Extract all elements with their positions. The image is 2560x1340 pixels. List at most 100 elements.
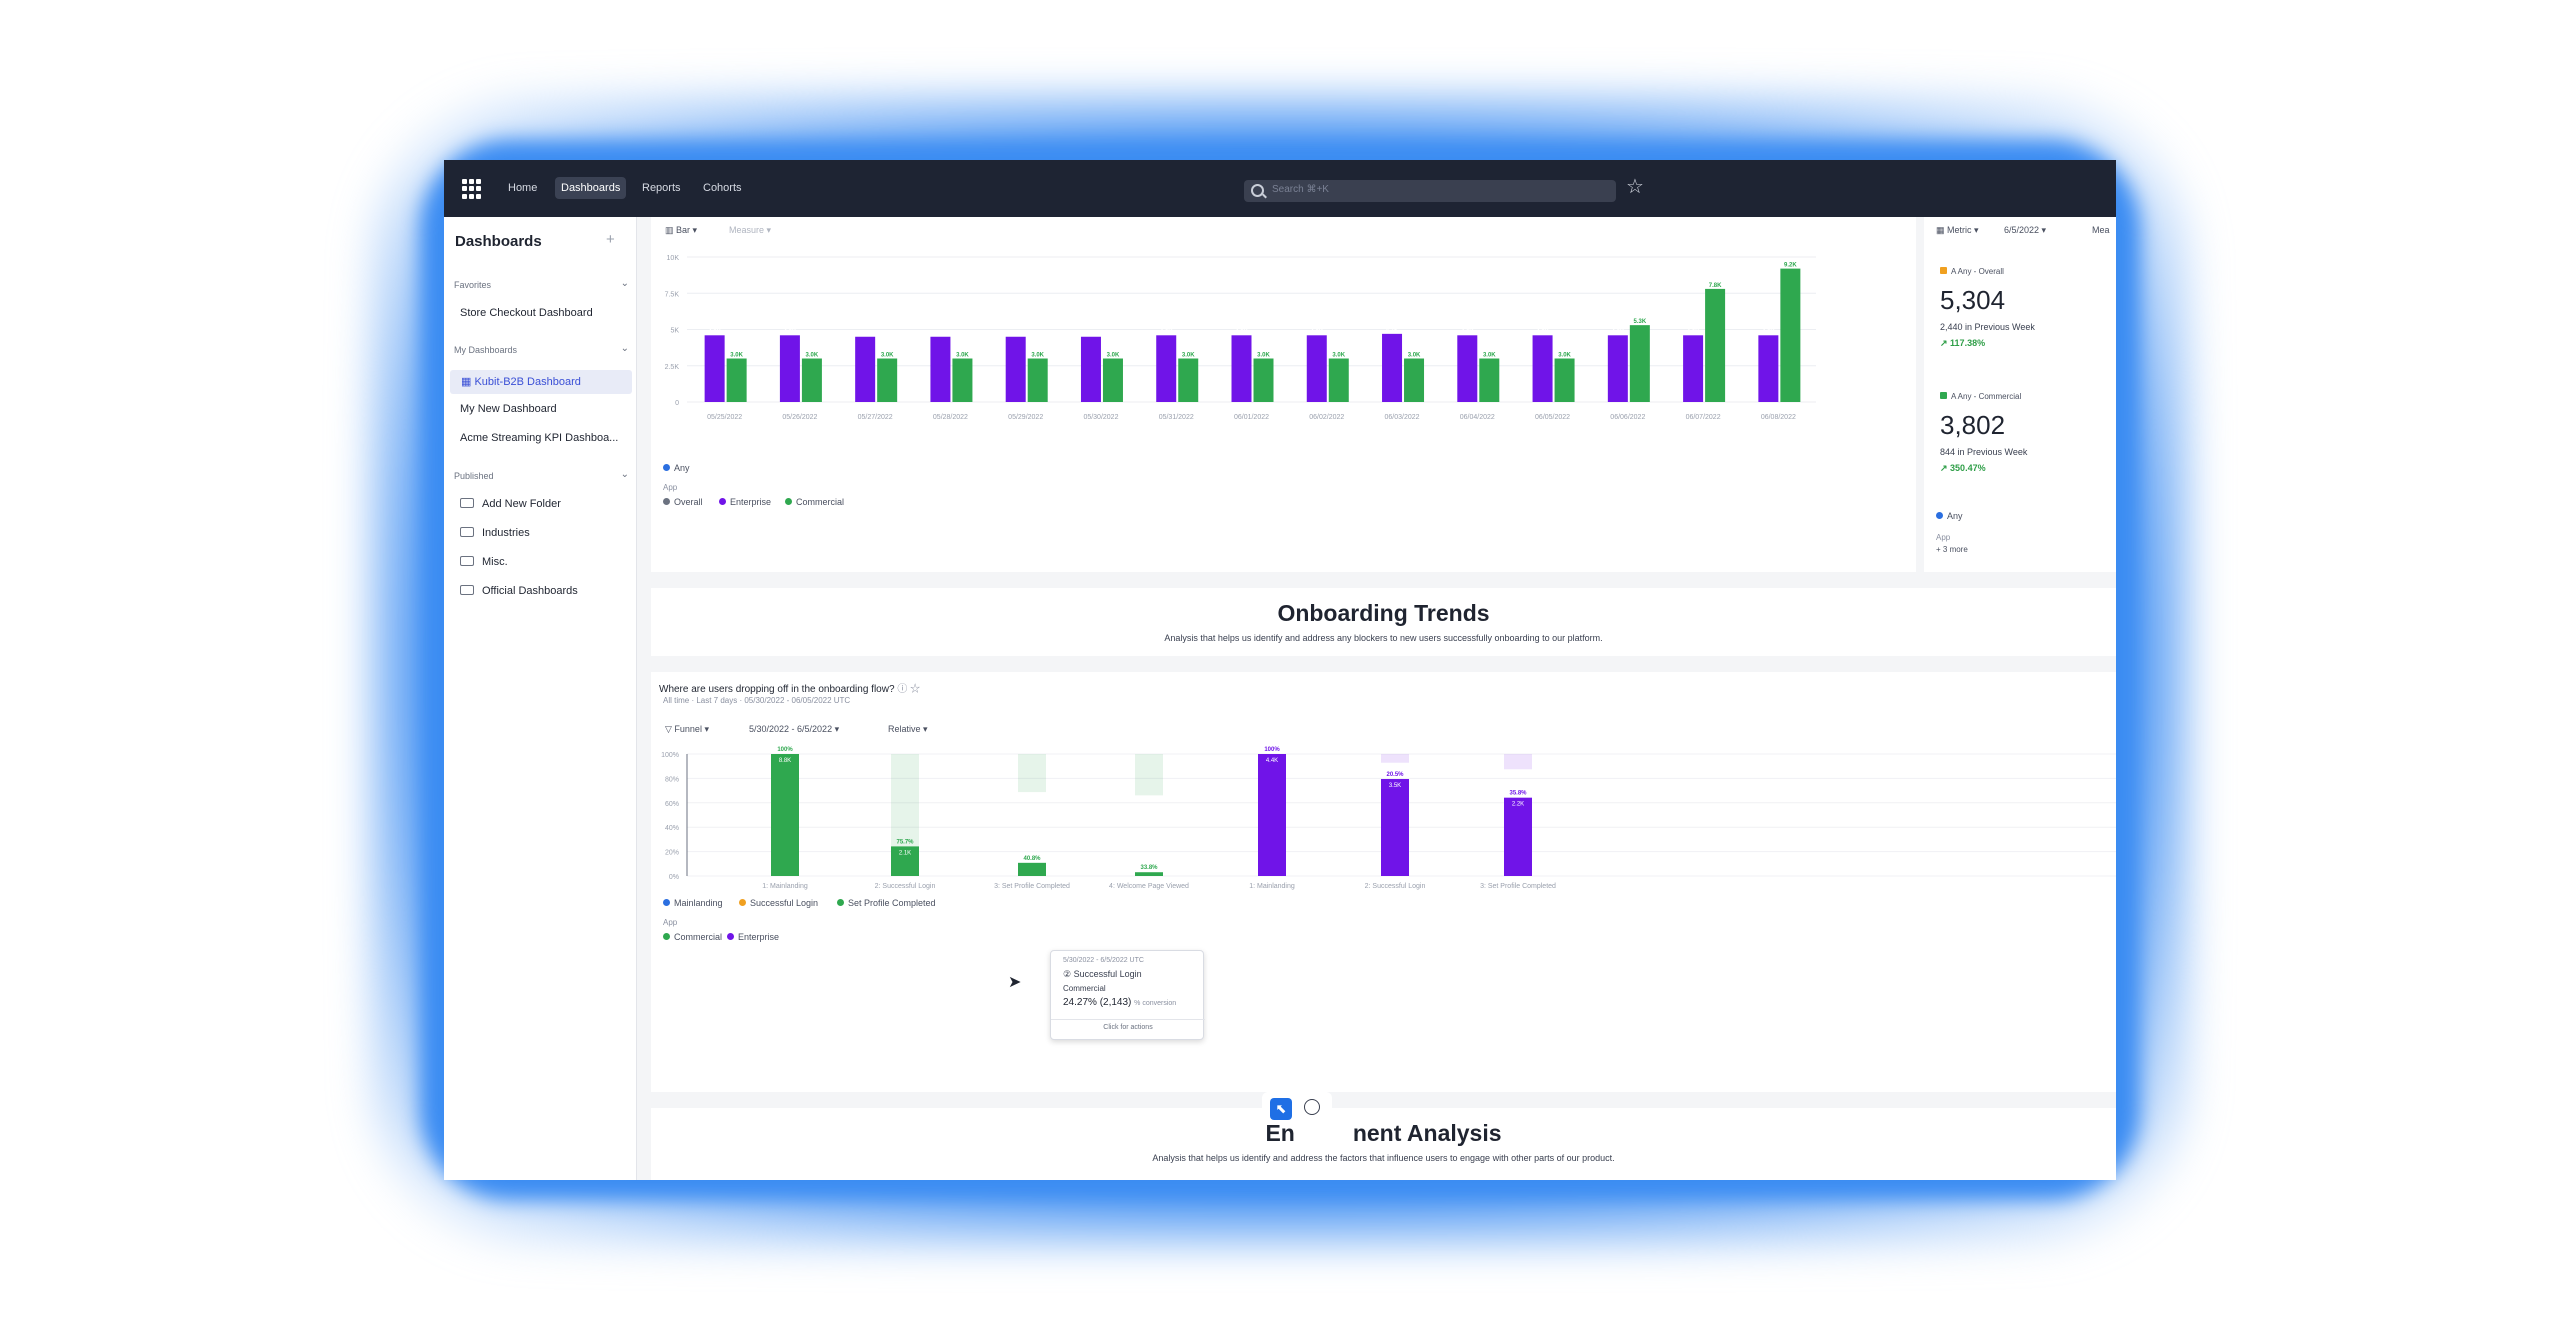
bar-enterprise [855, 336, 876, 402]
nav-cohorts[interactable]: Cohorts [703, 182, 742, 194]
chevron-down-icon: ⌄ [620, 278, 629, 289]
bar-value-label: 3.0K [1182, 353, 1195, 359]
legend-dot [785, 498, 792, 505]
funnel-bar-chart: 100% 80% 60% 40% 20% 0% 100% 8.8K 1: Mainlanding… [661, 747, 2116, 890]
sidebar-item-label: Official Dashboards [482, 585, 578, 597]
nav-dashboards[interactable]: Dashboards [555, 177, 627, 199]
sidebar-item-label: Misc. [482, 556, 508, 568]
metric-measure-tab[interactable]: Mea [2092, 225, 2110, 235]
engagement-title-left: En [1265, 1120, 1295, 1146]
star-icon[interactable]: ☆ [910, 684, 921, 695]
sidebar-section-favorites[interactable]: Favorites ⌄ [454, 278, 629, 290]
funnel-bar-count: 3.5K [1389, 783, 1401, 789]
onboarding-section-header: Onboarding Trends Analysis that helps us… [651, 588, 2116, 656]
metric-date-dropdown[interactable]: 6/5/2022 ▾ [2004, 225, 2047, 235]
metric-label-text: A Any - Commercial [1951, 392, 2022, 401]
funnel-bar-percent: 35.8% [1509, 791, 1527, 797]
sidebar-item-my-new-dashboard[interactable]: My New Dashboard [460, 403, 557, 415]
nav-home[interactable]: Home [508, 182, 538, 194]
y-tick-label: 10K [667, 255, 680, 262]
x-tick-label: 06/01/2022 [1234, 414, 1269, 421]
sidebar-item-label: Add New Folder [482, 498, 561, 510]
add-dashboard-icon[interactable]: + [606, 231, 615, 248]
bar-value-label: 3.0K [1483, 353, 1496, 359]
funnel-bar-count: 2.1K [899, 850, 911, 856]
bar-value-label: 3.0K [956, 353, 969, 359]
floating-toolbar: ⬉ [1262, 1092, 1332, 1124]
cursor-tool-icon[interactable]: ⬉ [1270, 1098, 1292, 1120]
x-tick-label: 3: Set Profile Completed [994, 883, 1070, 890]
star-icon[interactable]: ☆ [1626, 176, 1644, 198]
search-icon [1251, 184, 1264, 197]
metric-type-dropdown[interactable]: ▦ Metric ▾ [1936, 225, 1979, 235]
info-icon[interactable]: ⓘ [897, 684, 908, 695]
x-tick-label: 06/04/2022 [1460, 414, 1495, 421]
funnel-mode-label: Relative [888, 724, 921, 734]
sidebar-item-add-folder[interactable]: Add New Folder [460, 498, 630, 510]
bar-commercial [877, 358, 898, 402]
bar-enterprise [1683, 335, 1704, 402]
metric-prev-commercial: 844 in Previous Week [1940, 447, 2028, 457]
x-tick-label: 4: Welcome Page Viewed [1109, 883, 1189, 890]
chart-type-dropdown[interactable]: ▥ Bar ▾ [665, 225, 698, 235]
bar-commercial [1404, 358, 1425, 402]
step-legend-label: Mainlanding [674, 898, 723, 908]
bar-enterprise [930, 336, 951, 402]
metric-value-commercial: 3,802 [1940, 410, 2006, 440]
step-legend-1[interactable]: Mainlanding [663, 898, 723, 908]
step-badge-icon: ② [1063, 969, 1074, 979]
metric-value-overall: 5,304 [1940, 285, 2006, 315]
sidebar-section-my-dashboards[interactable]: My Dashboards ⌄ [454, 343, 629, 355]
sidebar-item-misc[interactable]: Misc. [460, 556, 630, 568]
sidebar-item-industries[interactable]: Industries [460, 527, 630, 539]
metric-change-overall: ↗ 117.38% [1940, 338, 1985, 349]
bar-commercial [1253, 358, 1274, 402]
bar-enterprise [1156, 335, 1177, 402]
legend-label: Commercial [796, 497, 845, 507]
funnel-bar-enterprise [1258, 754, 1286, 876]
y-tick-label: 7.5K [665, 291, 680, 298]
legend-dot [663, 933, 670, 940]
bar-enterprise [1758, 335, 1779, 402]
sidebar-section-published[interactable]: Published ⌄ [454, 469, 629, 481]
chat-bubble-icon[interactable] [1304, 1099, 1320, 1115]
y-tick-label: 80% [665, 776, 679, 783]
x-tick-label: 05/27/2022 [858, 414, 893, 421]
measure-dropdown[interactable]: Measure ▾ [729, 225, 772, 235]
filter-chip-any[interactable]: Any [663, 463, 690, 473]
metric-legend-more[interactable]: + 3 more [1936, 545, 1968, 554]
step-legend-2[interactable]: Successful Login [739, 898, 818, 908]
sidebar-item-kubit-b2b[interactable]: ▦ Kubit-B2B Dashboard [450, 370, 632, 394]
sidebar-item-official[interactable]: Official Dashboards [460, 585, 630, 597]
funnel-dropoff-bar [1504, 754, 1532, 770]
funnel-mode-dropdown[interactable]: Relative ▾ [888, 724, 928, 734]
bar-value-label: 4.6K [784, 329, 797, 335]
chevron-down-icon: ⌄ [620, 469, 629, 480]
step-badge-icon [663, 899, 670, 906]
legend-overall: Overall [663, 497, 703, 507]
search-input[interactable]: Search ⌘+K [1244, 180, 1616, 202]
funnel-type-dropdown[interactable]: ▽ Funnel ▾ [665, 724, 709, 734]
funnel-date-dropdown[interactable]: 5/30/2022 - 6/5/2022 ▾ [749, 724, 840, 734]
x-tick-label: 06/06/2022 [1610, 414, 1645, 421]
tooltip-step: ② Successful Login [1063, 969, 1142, 980]
bar-commercial [952, 358, 973, 402]
bar-commercial [726, 358, 747, 402]
bar-value-label: 7.8K [1709, 283, 1722, 289]
tooltip-note: % conversion [1134, 1000, 1177, 1007]
step-legend-3[interactable]: Set Profile Completed [837, 898, 936, 908]
tooltip-segment: Commercial [1063, 984, 1106, 993]
metric-change-text: 117.38% [1950, 338, 1986, 348]
mouse-pointer-icon: ➤ [1008, 974, 1022, 991]
tooltip-action[interactable]: Click for actions [1051, 1019, 1205, 1031]
bar-enterprise [1231, 335, 1252, 402]
metric-filter-chip[interactable]: Any [1936, 511, 1963, 521]
funnel-date-label: 5/30/2022 - 6/5/2022 [749, 724, 833, 734]
sidebar-item-store-checkout[interactable]: Store Checkout Dashboard [460, 307, 593, 319]
nav-reports[interactable]: Reports [642, 182, 681, 194]
sidebar-item-acme-streaming[interactable]: Acme Streaming KPI Dashboa... [460, 432, 619, 444]
funnel-legend-title: App [663, 918, 678, 927]
bar-value-label: 4.5K [859, 331, 872, 337]
app-logo-icon[interactable] [462, 179, 482, 199]
metric-prev-overall: 2,440 in Previous Week [1940, 322, 2035, 332]
